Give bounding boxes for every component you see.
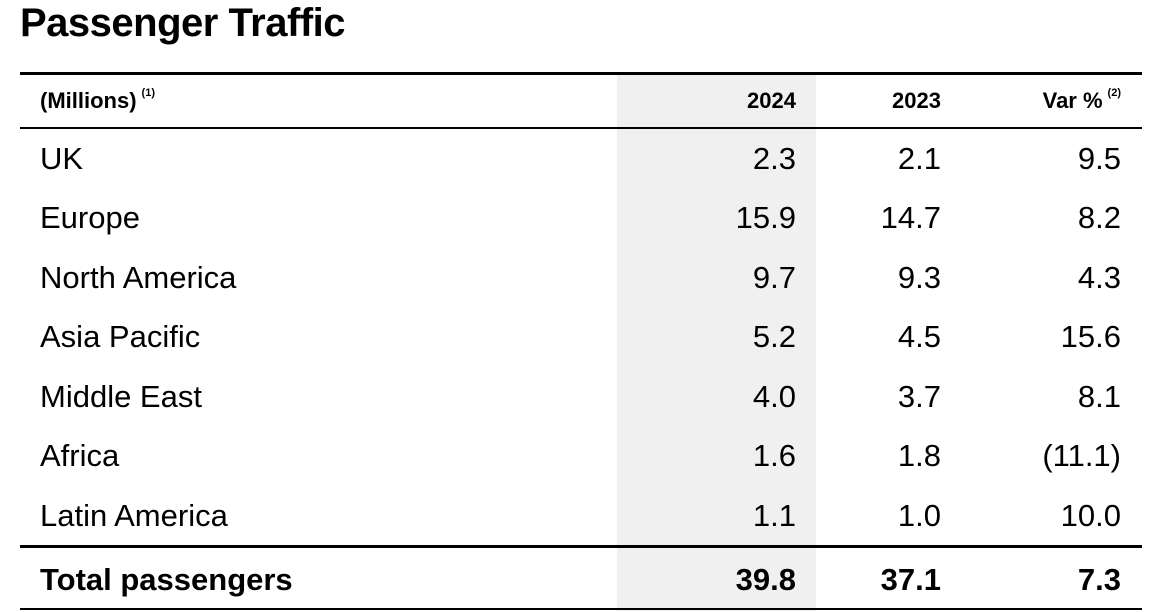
value-2024: 1.6 [752, 438, 796, 474]
value-var: 8.1 [1077, 378, 1121, 414]
region-label: UK [40, 140, 84, 176]
value-2024: 1.1 [752, 497, 796, 533]
value-2024: 9.7 [752, 259, 796, 295]
value-2023: 2.1 [897, 140, 941, 176]
value-2023: 1.0 [897, 497, 941, 533]
region-label: Asia Pacific [40, 319, 201, 355]
region-label: Africa [40, 438, 120, 474]
header-2023: 2023 [892, 88, 941, 113]
value-2024: 4.0 [752, 378, 796, 414]
region-label: North America [40, 259, 237, 295]
value-2023: 3.7 [897, 378, 941, 414]
page-title: Passenger Traffic [20, 1, 346, 45]
total-2024: 39.8 [735, 561, 796, 597]
header-var-cell: Var % (2) [941, 75, 1121, 127]
value-2023: 4.5 [897, 319, 941, 355]
region-label: Middle East [40, 378, 202, 414]
total-2023: 37.1 [880, 561, 941, 597]
value-var: 8.2 [1077, 200, 1121, 236]
value-2023: 9.3 [897, 259, 941, 295]
header-units-label: (Millions) [40, 88, 137, 113]
value-2024: 2.3 [752, 140, 796, 176]
header-var-label: Var % [1042, 88, 1103, 113]
header-units-cell: (Millions) (1) [40, 75, 155, 127]
table-row: Africa 1.6 1.8 (11.1) [20, 427, 1142, 487]
total-var: 7.3 [1077, 561, 1121, 597]
total-label: Total passengers [40, 561, 293, 597]
table-row: Asia Pacific 5.2 4.5 15.6 [20, 308, 1142, 368]
table-bottom-rule [20, 608, 1142, 610]
value-2023: 1.8 [897, 438, 941, 474]
table-row: North America 9.7 9.3 4.3 [20, 248, 1142, 308]
value-var: (11.1) [1042, 438, 1121, 474]
region-label: Europe [40, 200, 140, 236]
header-units-footnote: (1) [141, 87, 155, 99]
highlight-column-2024 [617, 75, 816, 611]
total-row: Total passengers 39.8 37.1 7.3 [20, 548, 1142, 611]
value-var: 9.5 [1077, 140, 1121, 176]
table-row: Europe 15.9 14.7 8.2 [20, 189, 1142, 249]
value-var: 10.0 [1060, 497, 1121, 533]
table-top-rule [20, 72, 1142, 75]
header-var-footnote: (2) [1107, 87, 1121, 99]
table-row: UK 2.3 2.1 9.5 [20, 129, 1142, 189]
region-label: Latin America [40, 497, 228, 533]
table-row: Middle East 4.0 3.7 8.1 [20, 367, 1142, 427]
value-2024: 5.2 [752, 319, 796, 355]
header-rule [20, 127, 1142, 129]
table-header-row: (Millions) (1) 2024 2023 Var % (2) [20, 75, 1142, 127]
value-var: 4.3 [1077, 259, 1121, 295]
value-2023: 14.7 [880, 200, 941, 236]
value-var: 15.6 [1060, 319, 1121, 355]
header-2024: 2024 [747, 88, 796, 113]
table-row: Latin America 1.1 1.0 10.0 [20, 486, 1142, 546]
total-rule [20, 545, 1142, 548]
value-2024: 15.9 [735, 200, 796, 236]
